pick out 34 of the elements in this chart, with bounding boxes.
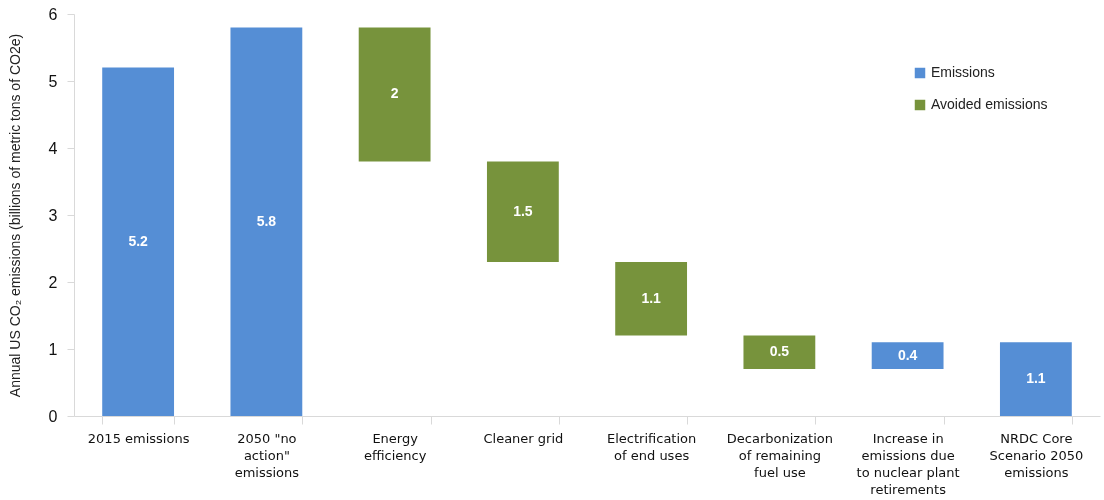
y-tick-label: 1: [48, 340, 58, 358]
x-tick-label: Decarbonization of remaining fuel use: [726, 430, 833, 480]
x-tick-label: Cleaner grid: [483, 430, 564, 446]
y-tick-label: 2: [48, 273, 58, 291]
x-tick-label: NRDC Core Scenario 2050 emissions: [989, 430, 1084, 480]
y-tick-label: 4: [48, 139, 58, 157]
data-label: 2: [390, 85, 399, 102]
x-tick-label: Electrification of end uses: [607, 430, 697, 463]
data-label: 5.8: [256, 212, 277, 229]
bar: [999, 342, 1072, 416]
y-tick-label: 6: [48, 5, 58, 23]
data-label: 5.2: [128, 232, 149, 249]
data-label: 1.1: [1026, 370, 1046, 387]
data-label: 1.5: [513, 202, 533, 219]
x-tick-label: Energy efficiency: [363, 430, 427, 463]
bar: [486, 161, 559, 262]
bar: [358, 27, 431, 162]
bar: [230, 27, 303, 416]
bar: [871, 342, 944, 370]
bar: [102, 67, 175, 416]
legend-label: Emissions: [931, 64, 995, 80]
bar: [743, 335, 816, 370]
data-label: 0.5: [769, 343, 790, 360]
y-axis-title: Annual US CO₂ emissions (billions of metric tons of CO2e): [6, 33, 23, 398]
bar: [615, 261, 688, 336]
x-tick-label: Increase in emissions due to nuclear plant retirements: [856, 430, 960, 497]
legend-label: Avoided emissions: [931, 96, 1048, 112]
x-tick-label: 2015 emissions: [87, 430, 190, 446]
data-label: 1.1: [641, 289, 662, 306]
y-tick-label: 3: [48, 206, 58, 224]
y-tick-label: 5: [48, 72, 58, 90]
data-label: 0.4: [897, 346, 918, 363]
x-tick-label: 2050 "no action" emissions: [234, 430, 300, 480]
y-tick-label: 0: [48, 407, 58, 425]
